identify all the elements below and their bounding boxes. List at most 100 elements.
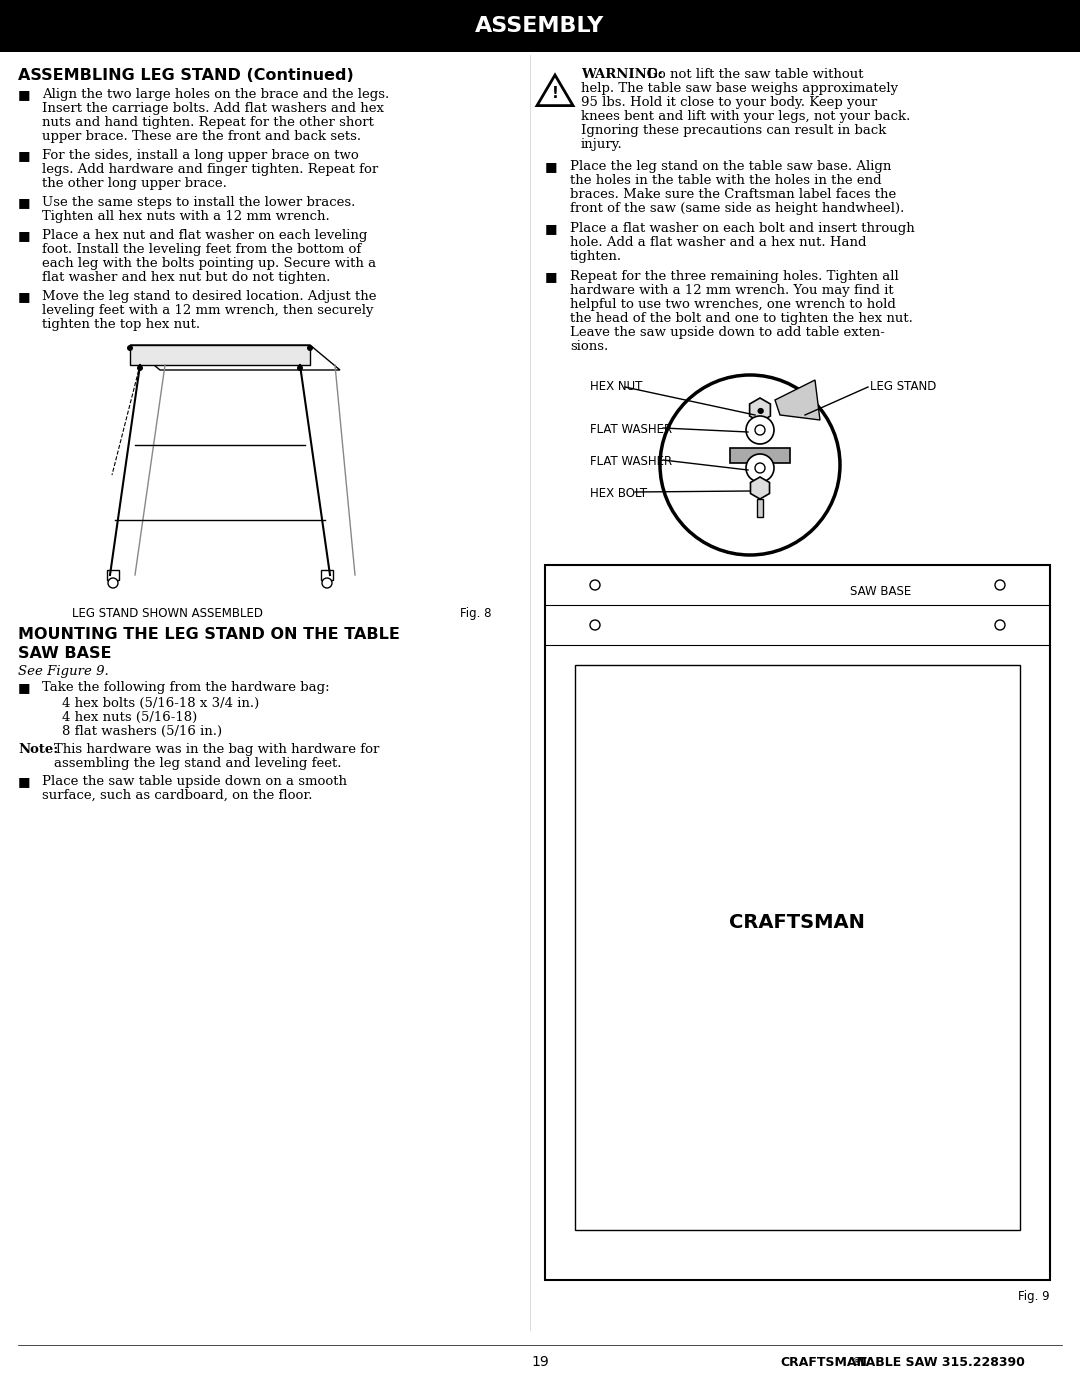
Bar xyxy=(730,448,789,462)
Text: Insert the carriage bolts. Add flat washers and hex: Insert the carriage bolts. Add flat wash… xyxy=(42,102,384,115)
Text: ®: ® xyxy=(852,1356,862,1368)
Text: leveling feet with a 12 mm wrench, then securely: leveling feet with a 12 mm wrench, then … xyxy=(42,305,374,317)
Text: tighten.: tighten. xyxy=(570,250,622,263)
Text: surface, such as cardboard, on the floor.: surface, such as cardboard, on the floor… xyxy=(42,789,312,802)
Text: FLAT WASHER: FLAT WASHER xyxy=(590,455,672,468)
Polygon shape xyxy=(750,398,770,422)
Text: Place a hex nut and flat washer on each leveling: Place a hex nut and flat washer on each … xyxy=(42,229,367,242)
Text: ■: ■ xyxy=(18,775,30,788)
Text: ■: ■ xyxy=(18,149,30,162)
Text: ASSEMBLING LEG STAND (Continued): ASSEMBLING LEG STAND (Continued) xyxy=(18,68,354,82)
Polygon shape xyxy=(537,75,573,106)
Text: flat washer and hex nut but do not tighten.: flat washer and hex nut but do not tight… xyxy=(42,271,330,284)
Text: TABLE SAW 315.228390: TABLE SAW 315.228390 xyxy=(858,1355,1025,1369)
Bar xyxy=(545,564,1050,1280)
Circle shape xyxy=(746,454,774,482)
Circle shape xyxy=(590,620,600,630)
Text: ASSEMBLY: ASSEMBLY xyxy=(475,15,605,36)
Circle shape xyxy=(746,416,774,444)
Bar xyxy=(575,665,1020,1229)
Text: ■: ■ xyxy=(18,88,30,101)
Polygon shape xyxy=(130,345,310,365)
Text: ■: ■ xyxy=(18,291,30,303)
Text: Leave the saw upside down to add table exten-: Leave the saw upside down to add table e… xyxy=(570,326,885,339)
Text: 8 flat washers (5/16 in.): 8 flat washers (5/16 in.) xyxy=(62,725,222,738)
Text: foot. Install the leveling feet from the bottom of: foot. Install the leveling feet from the… xyxy=(42,243,361,256)
Circle shape xyxy=(137,365,143,372)
Text: hardware with a 12 mm wrench. You may find it: hardware with a 12 mm wrench. You may fi… xyxy=(570,284,893,298)
Text: ■: ■ xyxy=(18,680,30,694)
Text: ■: ■ xyxy=(18,229,30,242)
Text: help. The table saw base weighs approximately: help. The table saw base weighs approxim… xyxy=(581,82,899,95)
Text: helpful to use two wrenches, one wrench to hold: helpful to use two wrenches, one wrench … xyxy=(570,298,896,312)
Text: Do not lift the saw table without: Do not lift the saw table without xyxy=(643,68,864,81)
Polygon shape xyxy=(751,476,770,499)
Circle shape xyxy=(995,580,1005,590)
Text: Place a flat washer on each bolt and insert through: Place a flat washer on each bolt and ins… xyxy=(570,222,915,235)
Text: upper brace. These are the front and back sets.: upper brace. These are the front and bac… xyxy=(42,130,361,142)
Text: SAW BASE: SAW BASE xyxy=(850,585,912,598)
Text: braces. Make sure the Craftsman label faces the: braces. Make sure the Craftsman label fa… xyxy=(570,189,896,201)
Circle shape xyxy=(322,578,332,588)
Text: 4 hex nuts (5/16-18): 4 hex nuts (5/16-18) xyxy=(62,711,198,724)
Text: Note:: Note: xyxy=(18,743,58,756)
Circle shape xyxy=(307,345,313,351)
Bar xyxy=(321,570,333,580)
Text: HEX NUT: HEX NUT xyxy=(590,380,643,393)
Text: !: ! xyxy=(552,85,558,101)
Text: Fig. 9: Fig. 9 xyxy=(1018,1289,1050,1303)
Text: Fig. 8: Fig. 8 xyxy=(460,608,491,620)
Text: This hardware was in the bag with hardware for: This hardware was in the bag with hardwa… xyxy=(54,743,379,756)
Text: tighten the top hex nut.: tighten the top hex nut. xyxy=(42,319,200,331)
Text: Place the leg stand on the table saw base. Align: Place the leg stand on the table saw bas… xyxy=(570,161,891,173)
Text: front of the saw (same side as height handwheel).: front of the saw (same side as height ha… xyxy=(570,203,904,215)
Text: ■: ■ xyxy=(545,222,557,235)
Circle shape xyxy=(590,580,600,590)
Text: sions.: sions. xyxy=(570,339,608,353)
Text: WARNING:: WARNING: xyxy=(581,68,663,81)
Text: each leg with the bolts pointing up. Secure with a: each leg with the bolts pointing up. Sec… xyxy=(42,257,376,270)
Text: ■: ■ xyxy=(18,196,30,210)
Polygon shape xyxy=(775,380,820,420)
Text: the head of the bolt and one to tighten the hex nut.: the head of the bolt and one to tighten … xyxy=(570,312,913,326)
Text: Move the leg stand to desired location. Adjust the: Move the leg stand to desired location. … xyxy=(42,291,377,303)
Text: ■: ■ xyxy=(545,270,557,284)
Text: HEX BOLT: HEX BOLT xyxy=(590,488,647,500)
Circle shape xyxy=(995,620,1005,630)
Text: ●: ● xyxy=(756,405,764,415)
Text: 95 lbs. Hold it close to your body. Keep your: 95 lbs. Hold it close to your body. Keep… xyxy=(581,96,877,109)
Bar xyxy=(757,499,762,517)
Text: hole. Add a flat washer and a hex nut. Hand: hole. Add a flat washer and a hex nut. H… xyxy=(570,236,866,249)
Circle shape xyxy=(755,425,765,434)
Bar xyxy=(107,570,119,580)
Text: nuts and hand tighten. Repeat for the other short: nuts and hand tighten. Repeat for the ot… xyxy=(42,116,374,129)
Circle shape xyxy=(755,462,765,474)
Text: Tighten all hex nuts with a 12 mm wrench.: Tighten all hex nuts with a 12 mm wrench… xyxy=(42,210,329,224)
Text: CRAFTSMAN: CRAFTSMAN xyxy=(729,912,865,932)
Text: See Figure 9.: See Figure 9. xyxy=(18,665,109,678)
Text: For the sides, install a long upper brace on two: For the sides, install a long upper brac… xyxy=(42,149,359,162)
Text: assembling the leg stand and leveling feet.: assembling the leg stand and leveling fe… xyxy=(54,757,341,770)
Text: ■: ■ xyxy=(545,161,557,173)
Circle shape xyxy=(127,345,133,351)
Text: MOUNTING THE LEG STAND ON THE TABLE
SAW BASE: MOUNTING THE LEG STAND ON THE TABLE SAW … xyxy=(18,627,400,661)
Text: knees bent and lift with your legs, not your back.: knees bent and lift with your legs, not … xyxy=(581,110,910,123)
Text: Ignoring these precautions can result in back: Ignoring these precautions can result in… xyxy=(581,124,887,137)
Text: Use the same steps to install the lower braces.: Use the same steps to install the lower … xyxy=(42,196,355,210)
Polygon shape xyxy=(130,345,340,370)
Text: 19: 19 xyxy=(531,1355,549,1369)
Text: legs. Add hardware and finger tighten. Repeat for: legs. Add hardware and finger tighten. R… xyxy=(42,163,378,176)
Bar xyxy=(0,0,1080,52)
Text: the holes in the table with the holes in the end: the holes in the table with the holes in… xyxy=(570,175,881,187)
Text: Align the two large holes on the brace and the legs.: Align the two large holes on the brace a… xyxy=(42,88,389,101)
Circle shape xyxy=(660,374,840,555)
Text: injury.: injury. xyxy=(581,138,623,151)
Text: Place the saw table upside down on a smooth: Place the saw table upside down on a smo… xyxy=(42,775,347,788)
Text: 4 hex bolts (5/16-18 x 3/4 in.): 4 hex bolts (5/16-18 x 3/4 in.) xyxy=(62,697,259,710)
Text: Take the following from the hardware bag:: Take the following from the hardware bag… xyxy=(42,680,329,694)
Circle shape xyxy=(108,578,118,588)
Text: FLAT WASHER: FLAT WASHER xyxy=(590,423,672,436)
Text: LEG STAND SHOWN ASSEMBLED: LEG STAND SHOWN ASSEMBLED xyxy=(72,608,264,620)
Text: LEG STAND: LEG STAND xyxy=(870,380,936,393)
Text: Repeat for the three remaining holes. Tighten all: Repeat for the three remaining holes. Ti… xyxy=(570,270,899,284)
